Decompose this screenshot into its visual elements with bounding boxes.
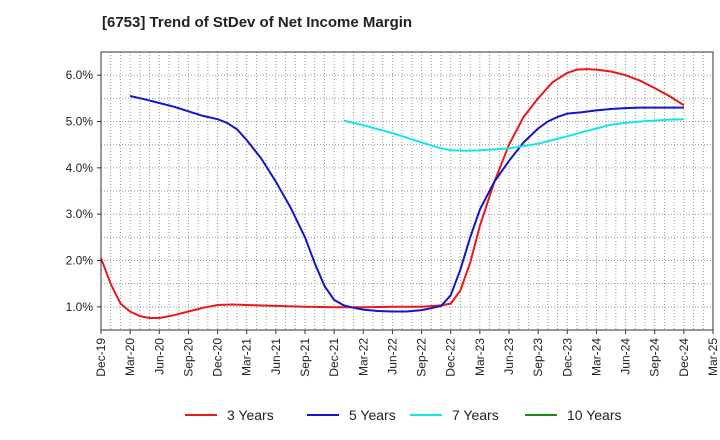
series-line-7-years [343, 118, 684, 152]
x-tick-label: Sep-24 [648, 338, 662, 377]
x-tick-label: Sep-21 [298, 338, 312, 377]
x-tick-label: Mar-25 [706, 338, 720, 376]
x-tick-label: Mar-20 [123, 338, 137, 376]
x-tick-label: Dec-23 [560, 338, 574, 377]
x-tick-label: Jun-23 [502, 338, 516, 375]
legend-label: 3 Years [227, 407, 274, 423]
y-tick-label: 5.0% [66, 115, 94, 129]
x-tick-label: Dec-19 [94, 338, 108, 377]
x-axis-ticks: Dec-19 Mar-20 Jun-20 Sep-20 Dec-20 Mar-21 Jun-… [94, 330, 720, 377]
legend-label: 7 Years [452, 407, 499, 423]
legend-swatch [185, 414, 217, 416]
y-tick-label: 4.0% [66, 161, 94, 175]
series-line-5-years [129, 95, 684, 313]
x-tick-label: Jun-22 [385, 338, 399, 375]
x-tick-label: Jun-21 [269, 338, 283, 375]
y-tick-label: 3.0% [66, 207, 94, 221]
x-tick-label: Mar-24 [589, 338, 603, 376]
x-tick-label: Dec-24 [677, 338, 691, 377]
x-tick-label: Jun-24 [619, 338, 633, 375]
legend-label: 10 Years [567, 407, 622, 423]
legend-item-3-years: 3 Years [185, 404, 274, 426]
legend: 3 Years 5 Years 7 Years 10 Years [0, 404, 720, 426]
x-tick-label: Mar-22 [356, 338, 370, 376]
y-axis-ticks: 1.0% 2.0% 3.0% 4.0% 5.0% 6.0% [66, 68, 101, 314]
x-tick-label: Mar-21 [240, 338, 254, 376]
plot-frame [100, 51, 714, 331]
x-tick-label: Dec-21 [327, 338, 341, 377]
legend-item-7-years: 7 Years [410, 404, 499, 426]
y-tick-label: 2.0% [66, 254, 94, 268]
x-tick-label: Sep-23 [531, 338, 545, 377]
chart-title: [6753] Trend of StDev of Net Income Marg… [102, 14, 413, 31]
legend-item-5-years: 5 Years [307, 404, 396, 426]
x-tick-label: Dec-22 [444, 338, 458, 377]
x-tick-label: Sep-20 [181, 338, 195, 377]
legend-swatch [307, 414, 339, 416]
legend-swatch [410, 414, 442, 416]
x-tick-label: Mar-23 [473, 338, 487, 376]
x-tick-label: Jun-20 [152, 338, 166, 375]
series-lines [100, 68, 685, 319]
legend-swatch [525, 414, 557, 416]
x-tick-label: Dec-20 [211, 338, 225, 377]
y-tick-label: 6.0% [66, 68, 94, 82]
legend-label: 5 Years [349, 407, 396, 423]
legend-item-10-years: 10 Years [525, 404, 622, 426]
x-tick-label: Sep-22 [415, 338, 429, 377]
y-tick-label: 1.0% [66, 300, 94, 314]
